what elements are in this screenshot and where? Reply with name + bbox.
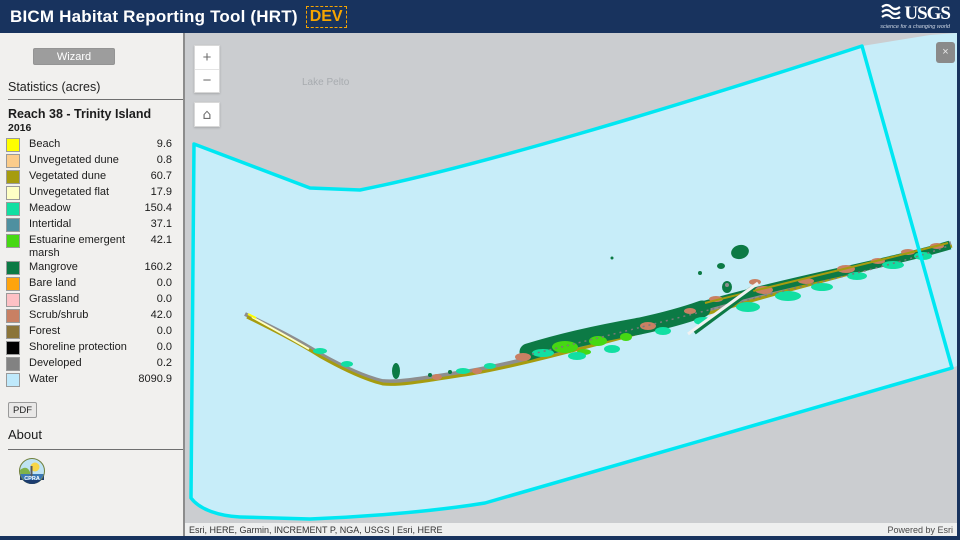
legend-value: 0.0	[156, 277, 172, 289]
app-title: BICM Habitat Reporting Tool (HRT)	[10, 6, 298, 26]
legend-swatch	[6, 261, 20, 275]
usgs-waves-icon	[880, 3, 902, 24]
legend-swatch	[6, 277, 20, 291]
content-row: Wizard Statistics (acres) Reach 38 - Tri…	[0, 33, 960, 536]
legend-label: Intertidal	[29, 218, 72, 230]
legend-label: Unvegetated flat	[29, 186, 110, 198]
legend-value: 0.0	[156, 293, 172, 305]
legend-swatch	[6, 234, 20, 248]
legend-label: Grassland	[29, 293, 80, 305]
legend-label: Beach	[29, 138, 61, 150]
close-icon: ×	[942, 46, 949, 58]
legend-value: 160.2	[144, 261, 172, 273]
legend-swatch	[6, 325, 20, 339]
usgs-tagline: science for a changing world	[880, 24, 950, 30]
legend-row: Vegetated dune 60.7	[0, 169, 183, 185]
map-controls: + − ⌂	[194, 45, 220, 127]
stats-heading: Statistics (acres)	[8, 80, 101, 94]
legend-value: 0.0	[156, 341, 172, 353]
sidebar-divider-2	[8, 449, 183, 450]
legend-row: Forest 0.0	[0, 324, 183, 340]
home-icon: ⌂	[202, 106, 212, 123]
svg-text:CPRA: CPRA	[24, 476, 40, 482]
map-close-button[interactable]: ×	[936, 42, 955, 63]
zoom-in-button[interactable]: +	[195, 46, 219, 69]
cpra-logo[interactable]: CPRA	[18, 458, 46, 486]
legend-label: Shoreline protection	[29, 341, 127, 353]
about-link[interactable]: About	[8, 427, 42, 442]
legend-value: 0.8	[156, 154, 172, 166]
legend-row: Beach 9.6	[0, 137, 183, 153]
powered-by-esri: Powered by Esri	[887, 524, 953, 535]
env-badge: DEV	[305, 5, 347, 28]
legend-row: Grassland 0.0	[0, 292, 183, 308]
legend-value: 42.1	[150, 234, 172, 246]
legend-label: Bare land	[29, 277, 77, 289]
map-attribution-bar: Esri, HERE, Garmin, INCREMENT P, NGA, US…	[185, 523, 957, 536]
reach-year: 2016	[8, 122, 32, 134]
usgs-wordmark: USGS	[904, 2, 951, 24]
legend-value: 37.1	[150, 218, 172, 230]
legend-swatch	[6, 309, 20, 323]
legend-row: Shoreline protection 0.0	[0, 340, 183, 356]
legend-row: Meadow 150.4	[0, 201, 183, 217]
legend-swatch	[6, 373, 20, 387]
legend-value: 42.0	[150, 309, 172, 321]
legend-value: 60.7	[150, 170, 172, 182]
legend-row: Estuarine emergent marsh 42.1	[0, 233, 183, 260]
legend-swatch	[6, 293, 20, 307]
legend-row: Developed 0.2	[0, 356, 183, 372]
usgs-logo: USGS science for a changing world	[880, 2, 951, 31]
legend-label: Mangrove	[29, 261, 78, 273]
sidebar-divider	[8, 99, 183, 100]
zoom-out-button[interactable]: −	[195, 69, 219, 92]
legend-swatch	[6, 170, 20, 184]
water-area	[191, 33, 957, 519]
pdf-button[interactable]: PDF	[8, 402, 37, 418]
legend-swatch	[6, 218, 20, 232]
legend-swatch	[6, 341, 20, 355]
legend-value: 17.9	[150, 186, 172, 198]
bottom-border-strip	[0, 536, 960, 540]
home-button[interactable]: ⌂	[194, 102, 220, 127]
habitat-legend: Beach 9.6 Unvegetated dune 0.8 Vegetated dun…	[0, 137, 183, 388]
wizard-button[interactable]: Wizard	[33, 48, 115, 65]
legend-row: Intertidal 37.1	[0, 217, 183, 233]
legend-label: Water	[29, 373, 58, 385]
legend-label: Unvegetated dune	[29, 154, 119, 166]
legend-label: Vegetated dune	[29, 170, 107, 182]
legend-row: Bare land 0.0	[0, 276, 183, 292]
legend-swatch	[6, 138, 20, 152]
legend-label: Estuarine emergent marsh	[29, 234, 125, 259]
legend-label: Scrub/shrub	[29, 309, 89, 321]
right-border-strip	[957, 33, 960, 536]
map-canvas[interactable]: Lake Pelto	[185, 33, 957, 536]
legend-swatch	[6, 154, 20, 168]
reach-boundary	[189, 44, 954, 521]
legend-swatch	[6, 357, 20, 371]
legend-row: Unvegetated dune 0.8	[0, 153, 183, 169]
sidebar: Wizard Statistics (acres) Reach 38 - Tri…	[0, 33, 185, 536]
legend-row: Mangrove 160.2	[0, 260, 183, 276]
legend-label: Forest	[29, 325, 61, 337]
legend-row: Water 8090.9	[0, 372, 183, 388]
legend-swatch	[6, 186, 20, 200]
legend-value: 9.6	[156, 138, 172, 150]
legend-row: Scrub/shrub 42.0	[0, 308, 183, 324]
legend-row: Unvegetated flat 17.9	[0, 185, 183, 201]
attribution-text: Esri, HERE, Garmin, INCREMENT P, NGA, US…	[189, 524, 443, 535]
legend-label: Meadow	[29, 202, 71, 214]
map-view[interactable]: Lake Pelto + − ⌂ × Esri, HERE, Garmin, I…	[185, 33, 957, 536]
app-header: BICM Habitat Reporting Tool (HRT) DEV US…	[0, 0, 960, 33]
legend-label: Developed	[29, 357, 82, 369]
legend-value: 0.2	[156, 357, 172, 369]
place-label-lake-pelto: Lake Pelto	[302, 77, 350, 88]
legend-swatch	[6, 202, 20, 216]
reach-title: Reach 38 - Trinity Island	[8, 107, 152, 121]
legend-value: 0.0	[156, 325, 172, 337]
legend-value: 8090.9	[138, 373, 172, 385]
legend-value: 150.4	[144, 202, 172, 214]
